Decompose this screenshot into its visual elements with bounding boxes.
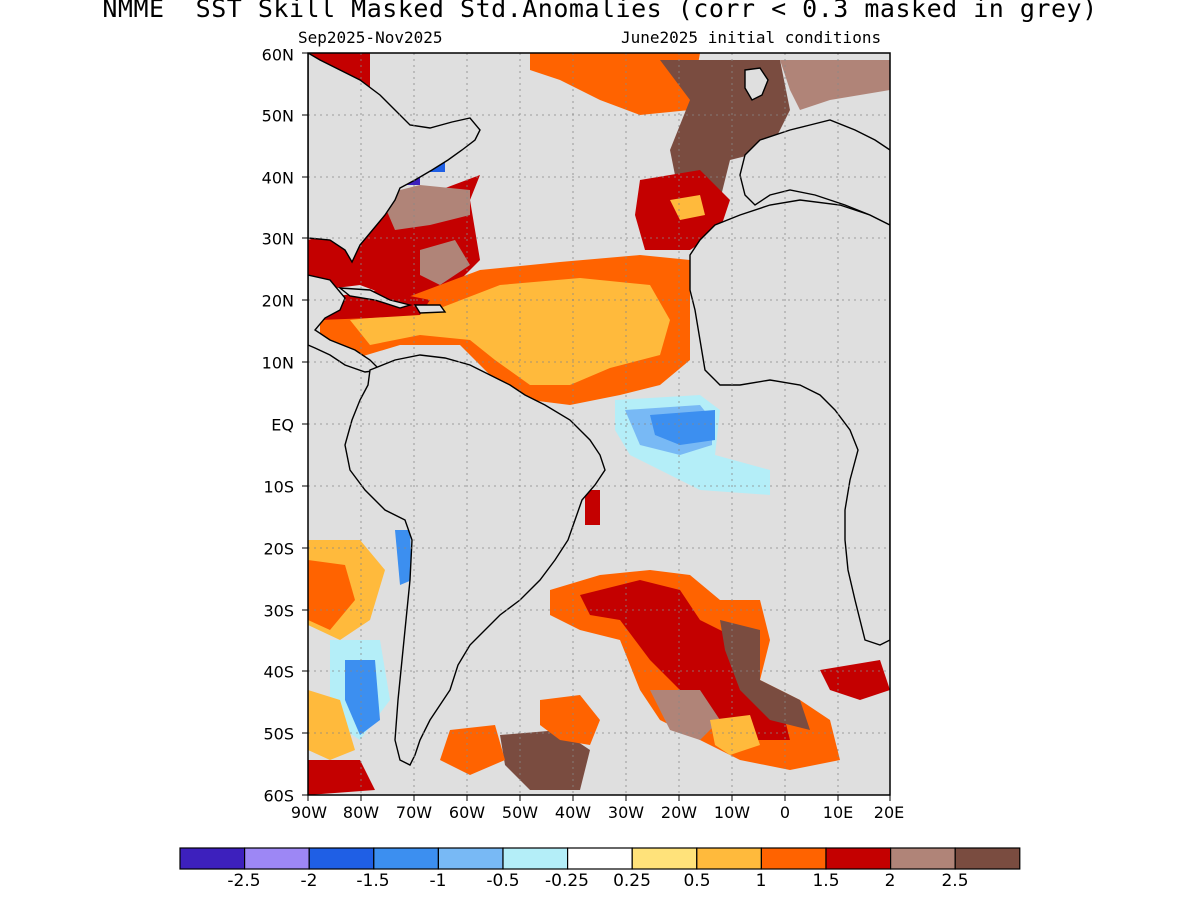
lat-label: 10S (263, 477, 294, 497)
south-america-land (344, 354, 606, 766)
lat-label: 10N (261, 353, 294, 373)
patch-tropical-yellow (350, 278, 670, 385)
colorbar-tick-label: 1.5 (812, 871, 840, 891)
colorbar-swatch (825, 847, 892, 870)
colorbar (179, 847, 1021, 870)
colorbar-swatch (373, 847, 439, 870)
lon-label: 10E (822, 803, 854, 822)
colorbar-tick-label: 2.5 (941, 871, 969, 891)
patch-south-pink (650, 690, 720, 740)
colorbar-swatch (502, 847, 569, 870)
colorbar-tick-label: -1.5 (356, 871, 390, 891)
lat-label: 30S (263, 601, 294, 621)
hispaniola-land (413, 304, 447, 314)
patch-pacific-red (308, 560, 355, 630)
patch-brazil-red (585, 490, 600, 525)
patch-south-yellow (710, 715, 760, 755)
colorbar-tick-label: -0.5 (486, 871, 520, 891)
colorbar-tick-label: 1 (755, 871, 767, 891)
lat-label: 40N (261, 168, 294, 188)
cuba-land (337, 287, 413, 309)
patch-south-red (580, 580, 790, 740)
colorbar-swatch (437, 847, 504, 870)
colorbar-tick-label: 2 (884, 871, 896, 891)
colorbar-swatch (889, 847, 956, 870)
colorbar-swatch (308, 847, 375, 870)
colorbar-tick-label: 0.5 (683, 871, 711, 891)
colorbar-swatch (566, 847, 633, 870)
colorbar-swatch (954, 847, 1021, 870)
lon-label: 20E (873, 803, 905, 822)
patch-nw-brown (380, 185, 470, 230)
colorbar-tick-label: -2 (300, 871, 318, 891)
chart-title: NMME SST Skill Masked Std.Anomalies (cor… (102, 0, 1098, 23)
patch-argentine-orange (540, 695, 600, 745)
europe-land (739, 119, 890, 226)
lat-label: 30N (261, 229, 294, 249)
lat-label: 20N (261, 291, 294, 311)
central-america-land (308, 274, 382, 373)
patch-chile-blue (395, 530, 412, 585)
colorbar-tick-label: -2.5 (227, 871, 261, 891)
patch-ne-orange (670, 195, 705, 220)
lat-label: 20S (263, 539, 294, 559)
patch-north-orange (530, 53, 700, 115)
uk-land (744, 67, 769, 101)
patch-east-south (820, 660, 890, 700)
patch-pacific-blue (345, 660, 380, 735)
lon-label: 70W (395, 803, 433, 822)
lon-label: 60W (448, 803, 486, 822)
lon-label: 50W (501, 803, 539, 822)
africa-land (689, 199, 890, 646)
lon-label: 30W (607, 803, 645, 822)
lon-label: 40W (554, 803, 592, 822)
lat-label: 50S (263, 724, 294, 744)
lat-label: EQ (271, 415, 294, 435)
north-america-land (308, 53, 481, 264)
patch-south-brown (720, 620, 810, 730)
lon-label: 20W (660, 803, 698, 822)
lat-label: 60S (263, 786, 294, 806)
patch-pacific-south-yellow (308, 690, 355, 760)
axis-ticks (302, 52, 891, 801)
anomaly-patches (308, 53, 890, 795)
patch-north-pink (780, 60, 890, 110)
colorbar-swatch (631, 847, 698, 870)
colorbar-tick-label: -1 (429, 871, 447, 891)
lon-label: 80W (342, 803, 380, 822)
patch-pacific-south-red (308, 760, 375, 795)
gridlines (308, 53, 890, 795)
colorbar-tick-label: 0.25 (613, 871, 651, 891)
init-conditions-label: June2025 initial conditions (621, 28, 882, 47)
lat-label: 40S (263, 662, 294, 682)
colorbar-tick-label: -0.25 (545, 871, 589, 891)
lon-label: 0 (779, 803, 791, 822)
colorbar-swatch (696, 847, 762, 870)
lat-label: 60N (261, 45, 294, 65)
colorbar-swatch (179, 847, 246, 870)
colorbar-swatch (760, 847, 827, 870)
colorbar-swatch (244, 847, 310, 870)
season-label: Sep2025-Nov2025 (298, 28, 443, 47)
patch-gulf-stream-brown (420, 240, 470, 285)
lon-label: 90W (290, 803, 328, 822)
patch-falkland-warm (440, 725, 505, 775)
patch-eq-deepblue (650, 410, 715, 445)
lon-label: 10W (713, 803, 751, 822)
land-masses (308, 53, 890, 766)
patch-argentine-brown (500, 730, 590, 790)
lat-label: 50N (261, 106, 294, 126)
